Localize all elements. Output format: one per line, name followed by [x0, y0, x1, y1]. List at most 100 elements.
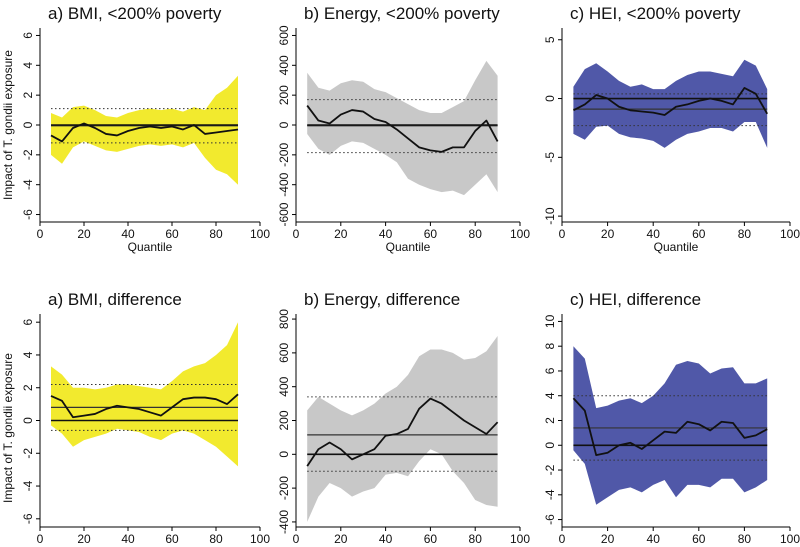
x-tick-label: 0: [37, 227, 44, 241]
x-tick-label: 40: [121, 227, 135, 241]
quantile-estimate-line: [50, 122, 239, 143]
confidence-band: [307, 335, 498, 522]
x-tick-label: 40: [379, 227, 393, 241]
y-tick-label: 0: [543, 442, 557, 449]
x-tick-label: 100: [780, 532, 800, 546]
quantile-estimate-line: [306, 105, 499, 153]
x-tick-label: 80: [469, 532, 483, 546]
confidence-band: [573, 346, 768, 505]
y-tick-label: -2: [21, 448, 35, 459]
x-tick-label: 20: [334, 532, 348, 546]
y-tick-label: 800: [277, 309, 291, 329]
y-tick-label: 600: [277, 343, 291, 363]
y-tick-label: 600: [277, 25, 291, 45]
y-tick-label: 4: [21, 351, 35, 358]
x-tick-label: 40: [121, 532, 135, 546]
y-tick-label: 10: [543, 314, 557, 328]
x-tick-label: 60: [692, 227, 706, 241]
y-tick-label: -400: [277, 172, 291, 196]
y-tick-label: 400: [277, 376, 291, 396]
panel-title: c) HEI, difference: [570, 290, 701, 309]
x-axis-label: Quantile: [128, 545, 173, 547]
y-tick-label: -4: [21, 480, 35, 491]
y-tick-label: 4: [543, 392, 557, 399]
x-tick-label: 60: [165, 532, 179, 546]
y-tick-label: -200: [277, 143, 291, 167]
y-tick-label: -2: [21, 149, 35, 160]
x-tick-label: 0: [293, 227, 300, 241]
x-tick-label: 0: [559, 227, 566, 241]
x-tick-label: 80: [738, 227, 752, 241]
x-axis-label: Quantile: [128, 240, 173, 254]
quantile-estimate-line: [572, 87, 768, 116]
y-tick-label: -5: [543, 152, 557, 163]
y-tick-label: -4: [21, 179, 35, 190]
x-tick-label: 60: [424, 532, 438, 546]
quantile-estimate-line: [572, 397, 768, 457]
quantile-estimate-line: [306, 397, 499, 467]
panel-2: b) Energy, <200% poverty 0 20 40 60 80 100 -600…: [277, 4, 530, 254]
panel-5: b) Energy, difference 0 20 40 60 80 100 -400 -20…: [277, 290, 530, 547]
y-tick-label: 4: [21, 62, 35, 69]
panel-3: c) HEI, <200% poverty 0 20 40 60 80 100 -10 -5 0 5…: [543, 4, 800, 254]
y-tick-label: 0: [277, 451, 291, 458]
panel-6: c) HEI, difference 0 20 40 60 80 100 -6 -4 -2 0 2 4 6…: [543, 290, 800, 547]
x-tick-label: 100: [250, 227, 270, 241]
x-tick-label: 80: [209, 227, 223, 241]
x-axis-label: Quantile: [654, 240, 699, 254]
y-tick-label: 6: [21, 319, 35, 326]
x-tick-label: 100: [510, 532, 530, 546]
confidence-band: [51, 75, 238, 185]
panel-4: a) BMI, difference 0 20 40 60 80 100 -6 -4 -2 0 2 4 6…: [21, 290, 270, 547]
y-tick-label: -2: [543, 464, 557, 475]
panel-1: a) BMI, <200% poverty 0 20 40 60 80 100 -6 -4 -2 0…: [21, 4, 270, 254]
x-tick-label: 80: [469, 227, 483, 241]
x-tick-label: 20: [77, 227, 91, 241]
y-tick-label: 200: [277, 410, 291, 430]
y-tick-label: -4: [543, 489, 557, 500]
panel-title: c) HEI, <200% poverty: [570, 4, 741, 23]
panel-title: a) BMI, difference: [48, 290, 182, 309]
x-tick-label: 20: [601, 227, 615, 241]
x-tick-label: 60: [692, 532, 706, 546]
x-tick-label: 20: [601, 532, 615, 546]
x-tick-label: 80: [209, 532, 223, 546]
x-tick-label: 40: [647, 227, 661, 241]
y-tick-label: 0: [21, 417, 35, 424]
x-tick-label: 60: [165, 227, 179, 241]
y-tick-label: -6: [543, 514, 557, 525]
y-tick-label: -600: [277, 202, 291, 226]
x-tick-label: 0: [559, 532, 566, 546]
quantile-estimate-line: [50, 393, 239, 419]
y-tick-label: 400: [277, 55, 291, 75]
confidence-band: [51, 322, 238, 467]
y-tick-label: 2: [21, 384, 35, 391]
y-tick-label: -6: [21, 209, 35, 220]
x-tick-label: 40: [379, 532, 393, 546]
y-tick-label: 0: [277, 121, 291, 128]
y-tick-label: 2: [21, 91, 35, 98]
y-tick-label: 5: [543, 36, 557, 43]
panel-title: b) Energy, <200% poverty: [304, 4, 500, 23]
y-tick-label: 6: [21, 32, 35, 39]
y-tick-label: -400: [277, 510, 291, 534]
y-tick-label: 8: [543, 343, 557, 350]
x-tick-label: 100: [780, 227, 800, 241]
x-tick-label: 0: [37, 532, 44, 546]
x-tick-label: 0: [293, 532, 300, 546]
x-tick-label: 100: [510, 227, 530, 241]
y-tick-label: -6: [21, 513, 35, 524]
x-tick-label: 80: [738, 532, 752, 546]
x-axis-label: Quantile: [654, 545, 699, 547]
y-tick-label: 2: [543, 417, 557, 424]
panel-title: a) BMI, <200% poverty: [48, 4, 222, 23]
x-tick-label: 100: [250, 532, 270, 546]
y-tick-label: -200: [277, 476, 291, 500]
panel-title: b) Energy, difference: [304, 290, 460, 309]
x-tick-label: 20: [77, 532, 91, 546]
y-tick-label: 0: [21, 121, 35, 128]
y-axis-label-bottom: Impact of T. gondii exposure: [1, 353, 15, 503]
x-tick-label: 60: [424, 227, 438, 241]
y-tick-label: 6: [543, 367, 557, 374]
